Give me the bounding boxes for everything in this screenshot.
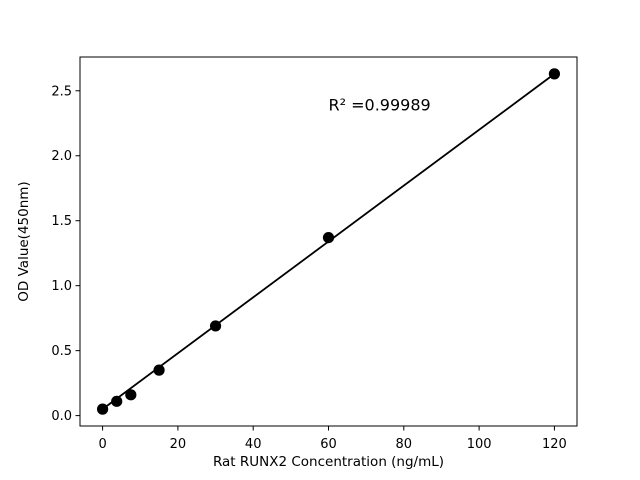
y-tick-label: 1.0	[51, 279, 72, 294]
x-tick-label: 60	[320, 437, 337, 452]
y-tick-label: 0.0	[51, 409, 72, 424]
x-tick-label: 100	[467, 437, 492, 452]
y-tick-label: 1.5	[51, 214, 72, 229]
y-tick-label: 2.5	[51, 84, 72, 99]
x-tick-label: 20	[170, 437, 187, 452]
data-point	[96, 403, 109, 415]
data-point	[548, 68, 561, 80]
x-tick-label: 40	[245, 437, 262, 452]
x-axis-label: Rat RUNX2 Concentration (ng/mL)	[213, 454, 444, 470]
data-point	[153, 364, 165, 376]
data-point	[111, 395, 123, 407]
data-point	[322, 232, 335, 244]
x-tick-label: 120	[542, 437, 567, 452]
y-tick-label: 2.0	[51, 149, 72, 164]
data-point	[125, 389, 137, 401]
x-tick-label: 0	[98, 437, 106, 452]
r-squared-annotation: R² =0.99989	[329, 95, 431, 114]
y-tick-label: 0.5	[51, 344, 72, 359]
plot-area: 0 20 40 60 80 100 120 0.0 0.5 1.0 1.5 2.0 2.5	[51, 56, 578, 452]
x-tick-label: 80	[396, 437, 413, 452]
data-point	[209, 320, 222, 332]
y-axis-label: OD Value(450nm)	[16, 181, 32, 301]
